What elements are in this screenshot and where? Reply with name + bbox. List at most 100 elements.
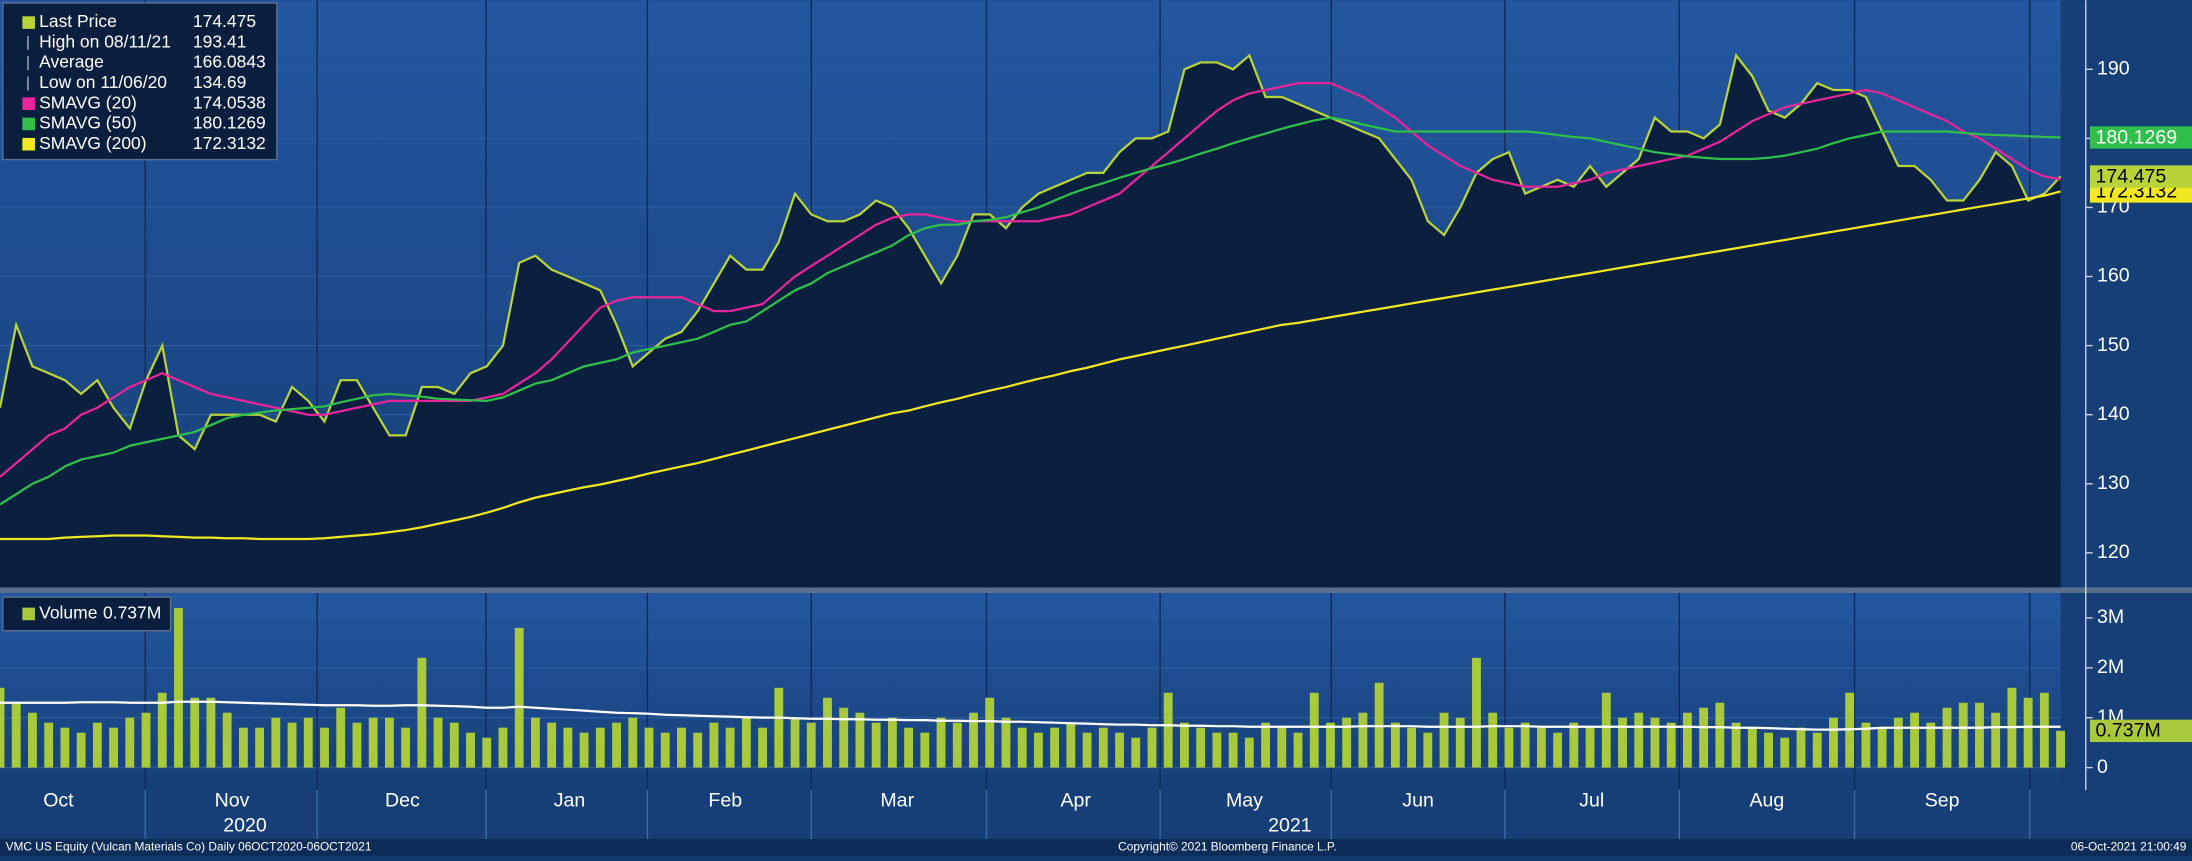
volume-bar — [660, 732, 670, 768]
legend-swatch — [22, 137, 35, 151]
volume-bar — [1796, 727, 1806, 768]
volume-bar — [531, 717, 540, 768]
volume-bar — [238, 727, 248, 768]
y-tick-label: 130 — [2097, 472, 2130, 494]
panel-divider — [0, 587, 2192, 593]
volume-bar — [1033, 732, 1043, 768]
x-tick-label: Aug — [1750, 789, 1785, 811]
volume-bar — [1569, 722, 1579, 768]
volume-bar — [514, 627, 524, 768]
volume-bar — [1812, 732, 1822, 768]
volume-bar — [1520, 722, 1530, 768]
volume-bar — [1407, 727, 1417, 768]
legend-value: 193.41 — [193, 31, 246, 51]
volume-bar — [0, 687, 5, 768]
volume-bar — [1180, 722, 1189, 768]
volume-bar — [952, 722, 962, 768]
volume-bar — [92, 722, 102, 768]
volume-bar — [612, 722, 621, 768]
volume-bar — [1585, 727, 1595, 768]
volume-bar — [466, 732, 475, 768]
volume-bar — [725, 727, 735, 768]
price-area — [0, 55, 2061, 588]
volume-bar — [1504, 727, 1514, 768]
volume-bar — [887, 717, 897, 768]
volume-bar — [1731, 722, 1741, 768]
volume-bar — [1601, 692, 1611, 768]
x-tick-label: Jan — [554, 789, 586, 811]
volume-bar — [1536, 727, 1546, 768]
y-tick-label: 190 — [2097, 57, 2130, 79]
volume-bar — [1455, 717, 1465, 768]
legend-value: 172.3132 — [193, 133, 266, 153]
volume-bar — [1861, 722, 1871, 768]
volume-bar — [1910, 712, 1919, 768]
volume-bar — [60, 727, 70, 768]
volume-bar — [1439, 712, 1449, 768]
volume-bar — [1001, 717, 1011, 768]
volume-bar — [1829, 717, 1838, 768]
volume-bar — [1082, 732, 1092, 768]
volume-bar — [1423, 732, 1433, 768]
volume-bar — [1228, 732, 1238, 768]
volume-bar — [352, 722, 362, 768]
volume-bar — [433, 717, 443, 768]
x-tick-label: Jun — [1402, 789, 1434, 811]
volume-bar — [839, 707, 849, 768]
volume-bar — [969, 712, 978, 768]
volume-bar — [303, 717, 313, 768]
volume-bar — [677, 727, 686, 768]
volume-bar — [1699, 707, 1709, 768]
volume-bar — [1553, 732, 1563, 768]
y-tick-label: 120 — [2097, 541, 2130, 563]
legend-swatch — [22, 607, 35, 621]
volume-bar — [1261, 722, 1270, 768]
x-tick-label: Dec — [385, 789, 420, 811]
volume-bar — [1293, 732, 1303, 768]
x-tick-label: Oct — [43, 789, 74, 811]
volume-bar — [1618, 717, 1627, 768]
volume-bar — [1747, 727, 1757, 768]
legend-label: Last Price — [39, 11, 117, 31]
legend-label: Low on 11/06/20 — [39, 72, 167, 92]
x-tick-label: Jul — [1579, 789, 1604, 811]
volume-bar — [1098, 727, 1108, 768]
volume-bar — [936, 717, 946, 768]
volume-bar — [1358, 712, 1368, 768]
volume-bar — [157, 692, 167, 768]
last-value-tag — [2089, 126, 2192, 149]
volume-bar — [125, 717, 135, 768]
line-series — [0, 82, 2061, 478]
volume-bar — [1942, 707, 1952, 768]
volume-bar — [1634, 712, 1644, 768]
legend-value: 134.69 — [193, 72, 246, 92]
volume-bar — [1991, 712, 2001, 768]
last-value-tag — [2089, 165, 2192, 188]
volume-bar — [920, 732, 930, 768]
volume-bar — [1926, 722, 1936, 768]
y-tick-label: 150 — [2097, 334, 2130, 356]
year-label: 2021 — [1268, 815, 1312, 837]
volume-bar — [1488, 712, 1498, 768]
volume-bar — [693, 732, 703, 768]
volume-bar — [1764, 732, 1773, 768]
last-value-tag — [2089, 719, 2192, 743]
volume-bar — [741, 717, 751, 768]
volume-bar — [790, 717, 800, 768]
volume-bar — [644, 727, 654, 768]
legend-value: 174.475 — [193, 11, 256, 31]
volume-bar — [1342, 717, 1352, 768]
x-tick-label: Mar — [880, 789, 914, 811]
x-tick-label: Apr — [1060, 789, 1091, 811]
volume-bar — [563, 727, 573, 768]
legend-swatch — [22, 117, 35, 131]
volume-bar — [1326, 722, 1335, 768]
volume-bar — [1066, 722, 1076, 768]
y-tick-label: 2M — [2097, 656, 2124, 678]
volume-bar — [482, 737, 492, 768]
legend-label: Volume — [39, 603, 97, 623]
volume-bar — [141, 712, 151, 768]
volume-bar — [498, 727, 508, 768]
last-value-label: 174.475 — [2096, 165, 2167, 187]
